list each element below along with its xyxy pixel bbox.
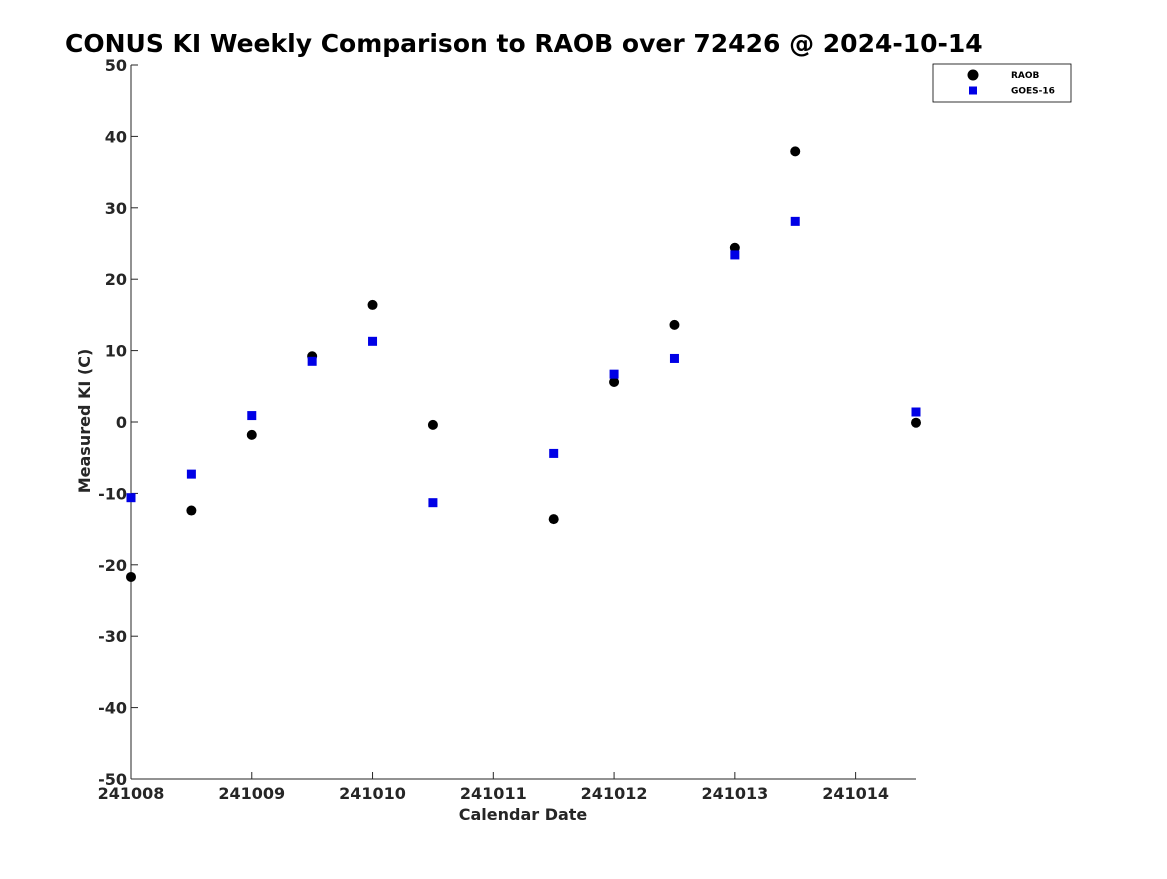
y-tick-label: -40 <box>98 699 127 718</box>
chart-title: CONUS KI Weekly Comparison to RAOB over … <box>65 29 983 58</box>
y-tick-label: -50 <box>98 770 127 789</box>
y-tick-label: 0 <box>116 413 127 432</box>
y-tick-label: -10 <box>98 484 127 503</box>
legend-box <box>932 63 1072 103</box>
raob-point <box>427 419 438 430</box>
goes-16-point <box>669 353 679 363</box>
y-tick-label: 50 <box>105 56 127 75</box>
y-axis-label: Measured KI (C) <box>75 349 94 494</box>
data-points <box>126 146 921 582</box>
raob-point <box>548 514 559 525</box>
x-tick-label: 241014 <box>822 784 889 803</box>
x-tick-label: 241009 <box>218 784 285 803</box>
goes-16-point <box>368 336 378 346</box>
legend-goes-16-marker <box>969 86 977 95</box>
series-raob <box>126 146 921 582</box>
raob-point <box>186 505 197 516</box>
goes-16-point <box>186 469 196 479</box>
goes-16-point <box>609 369 619 379</box>
x-tick-label: 241011 <box>460 784 527 803</box>
x-axis-label: Calendar Date <box>459 805 588 824</box>
goes-16-point <box>428 498 438 508</box>
raob-point <box>609 377 620 388</box>
goes-16-point <box>790 216 800 226</box>
legend-label: RAOB <box>1011 71 1040 81</box>
x-tick-label: 241013 <box>701 784 768 803</box>
axes <box>130 65 916 780</box>
y-tick-label: -20 <box>98 556 127 575</box>
y-tick-label: 20 <box>105 270 127 289</box>
y-tick-label: 40 <box>105 127 127 146</box>
goes-16-point <box>730 250 740 260</box>
y-tick-label: -30 <box>98 627 127 646</box>
x-tick-label: 241012 <box>581 784 648 803</box>
legend: RAOB GOES-16 <box>932 63 1072 103</box>
raob-point <box>911 417 921 428</box>
goes-16-point <box>307 356 317 366</box>
goes-16-point <box>549 448 559 458</box>
y-tick-label: 10 <box>105 342 127 361</box>
legend-label: GOES-16 <box>1011 87 1055 97</box>
legend-raob-marker <box>967 69 979 81</box>
x-tick-label: 241010 <box>339 784 406 803</box>
raob-point <box>729 242 740 253</box>
ticks: -50 -40 -30 -20 -10 0 10 20 30 40 50 241008 241009 24… <box>98 56 889 803</box>
series-goes-16 <box>126 216 921 508</box>
raob-point <box>126 571 136 582</box>
y-tick-label: 30 <box>105 199 127 218</box>
goes-16-point <box>911 407 921 417</box>
goes-16-point <box>247 411 257 421</box>
raob-point <box>246 429 257 440</box>
raob-point <box>669 319 680 330</box>
x-tick-label: 241008 <box>98 784 165 803</box>
raob-point <box>367 299 378 310</box>
goes-16-point <box>126 493 136 503</box>
raob-point <box>790 146 801 157</box>
